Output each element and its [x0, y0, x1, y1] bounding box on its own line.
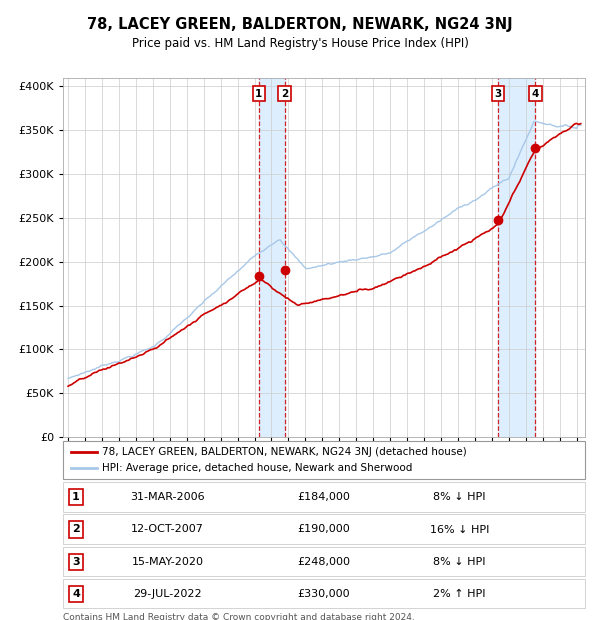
- Text: 16% ↓ HPI: 16% ↓ HPI: [430, 525, 490, 534]
- Text: 8% ↓ HPI: 8% ↓ HPI: [433, 557, 486, 567]
- Text: 78, LACEY GREEN, BALDERTON, NEWARK, NG24 3NJ (detached house): 78, LACEY GREEN, BALDERTON, NEWARK, NG24…: [102, 447, 467, 457]
- Text: 29-JUL-2022: 29-JUL-2022: [133, 589, 202, 599]
- Text: 1: 1: [255, 89, 262, 99]
- Text: 31-MAR-2006: 31-MAR-2006: [130, 492, 205, 502]
- Text: £190,000: £190,000: [298, 525, 350, 534]
- Text: Contains HM Land Registry data © Crown copyright and database right 2024.: Contains HM Land Registry data © Crown c…: [63, 613, 415, 620]
- Text: HPI: Average price, detached house, Newark and Sherwood: HPI: Average price, detached house, Newa…: [102, 463, 413, 473]
- Bar: [259, 78, 284, 437]
- Text: £184,000: £184,000: [298, 492, 350, 502]
- Text: 78, LACEY GREEN, BALDERTON, NEWARK, NG24 3NJ: 78, LACEY GREEN, BALDERTON, NEWARK, NG24…: [87, 17, 513, 32]
- Text: Price paid vs. HM Land Registry's House Price Index (HPI): Price paid vs. HM Land Registry's House …: [131, 37, 469, 50]
- Text: 4: 4: [532, 89, 539, 99]
- Text: 15-MAY-2020: 15-MAY-2020: [131, 557, 203, 567]
- Text: £330,000: £330,000: [298, 589, 350, 599]
- Bar: [498, 78, 535, 437]
- Text: 1: 1: [72, 492, 80, 502]
- Text: 3: 3: [494, 89, 502, 99]
- Text: £248,000: £248,000: [298, 557, 350, 567]
- Text: 3: 3: [72, 557, 80, 567]
- Text: 8% ↓ HPI: 8% ↓ HPI: [433, 492, 486, 502]
- Text: 2: 2: [72, 525, 80, 534]
- Text: 2% ↑ HPI: 2% ↑ HPI: [433, 589, 486, 599]
- Text: 2: 2: [281, 89, 289, 99]
- Text: 4: 4: [72, 589, 80, 599]
- Text: 12-OCT-2007: 12-OCT-2007: [131, 525, 204, 534]
